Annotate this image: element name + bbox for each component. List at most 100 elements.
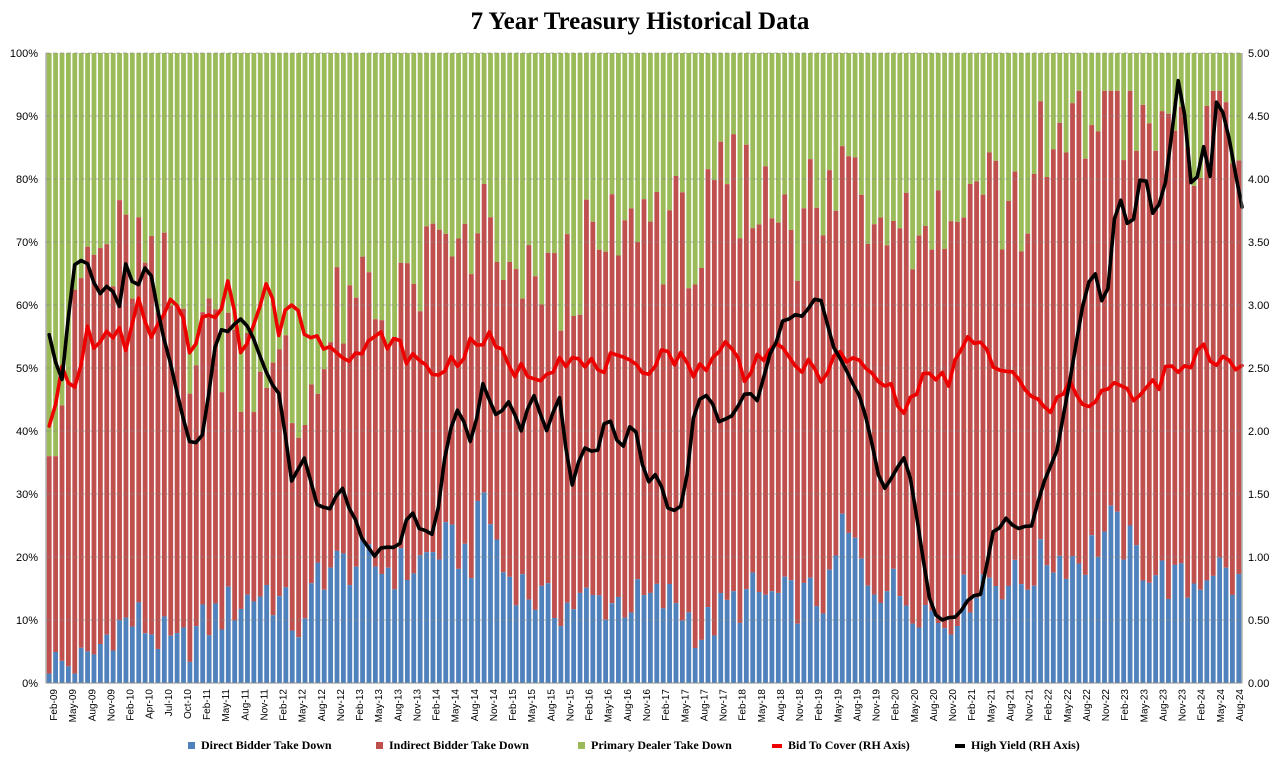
- x-tick-label: Feb-10: [126, 689, 137, 721]
- dealer-bar: [181, 53, 186, 309]
- dealer-bar: [986, 53, 992, 153]
- x-tick-label: May-16: [604, 689, 615, 723]
- indirect-bar: [129, 298, 135, 627]
- dealer-bar: [1210, 53, 1216, 91]
- indirect-bar: [385, 345, 391, 568]
- direct-bar: [1204, 580, 1210, 683]
- direct-bar: [884, 591, 890, 683]
- direct-bar: [647, 592, 653, 683]
- x-tick-label: Aug-18: [776, 689, 787, 722]
- direct-bar: [993, 586, 999, 683]
- dealer-bar: [1012, 53, 1018, 172]
- direct-bar: [443, 522, 449, 683]
- indirect-bar: [245, 333, 250, 595]
- direct-bar: [558, 626, 564, 683]
- dealer-bar: [641, 53, 647, 200]
- x-tick-label: Aug-21: [1006, 689, 1017, 722]
- legend-label-yield: High Yield (RH Axis): [971, 738, 1080, 752]
- x-tick-label: May-20: [910, 689, 921, 723]
- x-tick-label: Nov-09: [106, 689, 117, 722]
- direct-bar: [667, 584, 672, 683]
- direct-bar: [571, 609, 577, 683]
- direct-bar: [520, 574, 525, 683]
- direct-bar: [1153, 575, 1159, 683]
- dealer-bar: [775, 53, 781, 223]
- indirect-bar: [999, 249, 1005, 600]
- dealer-bar: [724, 53, 730, 185]
- indirect-bar: [1006, 200, 1011, 586]
- dealer-bar: [609, 53, 615, 195]
- direct-bar: [1025, 589, 1031, 683]
- indirect-bar: [443, 233, 449, 523]
- dealer-bar: [257, 53, 263, 372]
- dealer-bar: [97, 53, 103, 249]
- indirect-bar: [756, 224, 762, 592]
- indirect-bar: [692, 284, 698, 648]
- indirect-bar: [200, 312, 206, 605]
- direct-bar: [296, 637, 302, 683]
- dealer-bar: [942, 53, 947, 249]
- direct-bar: [334, 550, 340, 683]
- dealer-bar: [999, 53, 1005, 250]
- x-tick-label: May-12: [298, 689, 309, 723]
- dealer-bar: [129, 53, 135, 299]
- dealer-bar: [967, 53, 973, 184]
- dealer-bar: [321, 53, 327, 370]
- dealer-bar: [564, 53, 570, 235]
- dealer-bar: [1140, 53, 1146, 105]
- direct-bar: [564, 602, 570, 683]
- dealer-bar: [673, 53, 679, 176]
- direct-bar: [392, 589, 397, 683]
- direct-bar: [264, 584, 270, 683]
- dealer-bar: [360, 53, 365, 257]
- direct-bar: [731, 591, 736, 683]
- indirect-bar: [1102, 90, 1107, 532]
- direct-bar: [526, 599, 532, 683]
- direct-bar: [424, 552, 429, 683]
- y-left-tick-label: 0%: [22, 678, 38, 690]
- x-tick-label: Nov-14: [489, 689, 500, 722]
- direct-bar: [353, 566, 359, 683]
- indirect-bar: [360, 256, 365, 540]
- dealer-bar: [200, 53, 206, 313]
- direct-bar: [737, 622, 743, 683]
- x-tick-label: Nov-17: [719, 689, 730, 722]
- direct-bar: [181, 627, 186, 683]
- direct-bar: [1006, 585, 1011, 683]
- dealer-bar: [974, 53, 979, 182]
- direct-bar: [270, 615, 276, 683]
- direct-bar: [302, 618, 308, 683]
- dealer-bar: [1223, 53, 1229, 103]
- direct-bar: [161, 616, 167, 683]
- direct-bar: [616, 596, 621, 683]
- dealer-bar: [436, 53, 442, 230]
- indirect-bar: [1134, 150, 1139, 546]
- indirect-bar: [807, 159, 813, 578]
- legend-swatch-direct: [188, 742, 195, 749]
- indirect-bar: [270, 362, 276, 616]
- direct-bar: [954, 626, 960, 683]
- dealer-bar: [1198, 53, 1203, 178]
- indirect-bar: [187, 393, 193, 662]
- direct-bar: [743, 589, 749, 683]
- dealer-bar: [404, 53, 410, 264]
- dealer-bar: [264, 53, 270, 388]
- direct-bar: [699, 639, 704, 683]
- direct-bar: [1031, 585, 1037, 683]
- direct-bar: [411, 573, 417, 683]
- dealer-bar: [238, 53, 244, 412]
- indirect-bar: [993, 160, 999, 587]
- direct-bar: [795, 623, 800, 683]
- x-tick-label: Aug-24: [1235, 689, 1246, 722]
- direct-bar: [711, 635, 717, 683]
- dealer-bar: [954, 53, 960, 222]
- indirect-bar: [1198, 177, 1203, 590]
- dealer-bar: [488, 53, 493, 218]
- dealer-bar: [187, 53, 193, 394]
- indirect-bar: [1217, 90, 1223, 558]
- indirect-bar: [948, 221, 954, 635]
- x-tick-label: Jul-10: [164, 689, 175, 717]
- dealer-bar: [763, 53, 768, 167]
- dealer-bar: [667, 53, 672, 211]
